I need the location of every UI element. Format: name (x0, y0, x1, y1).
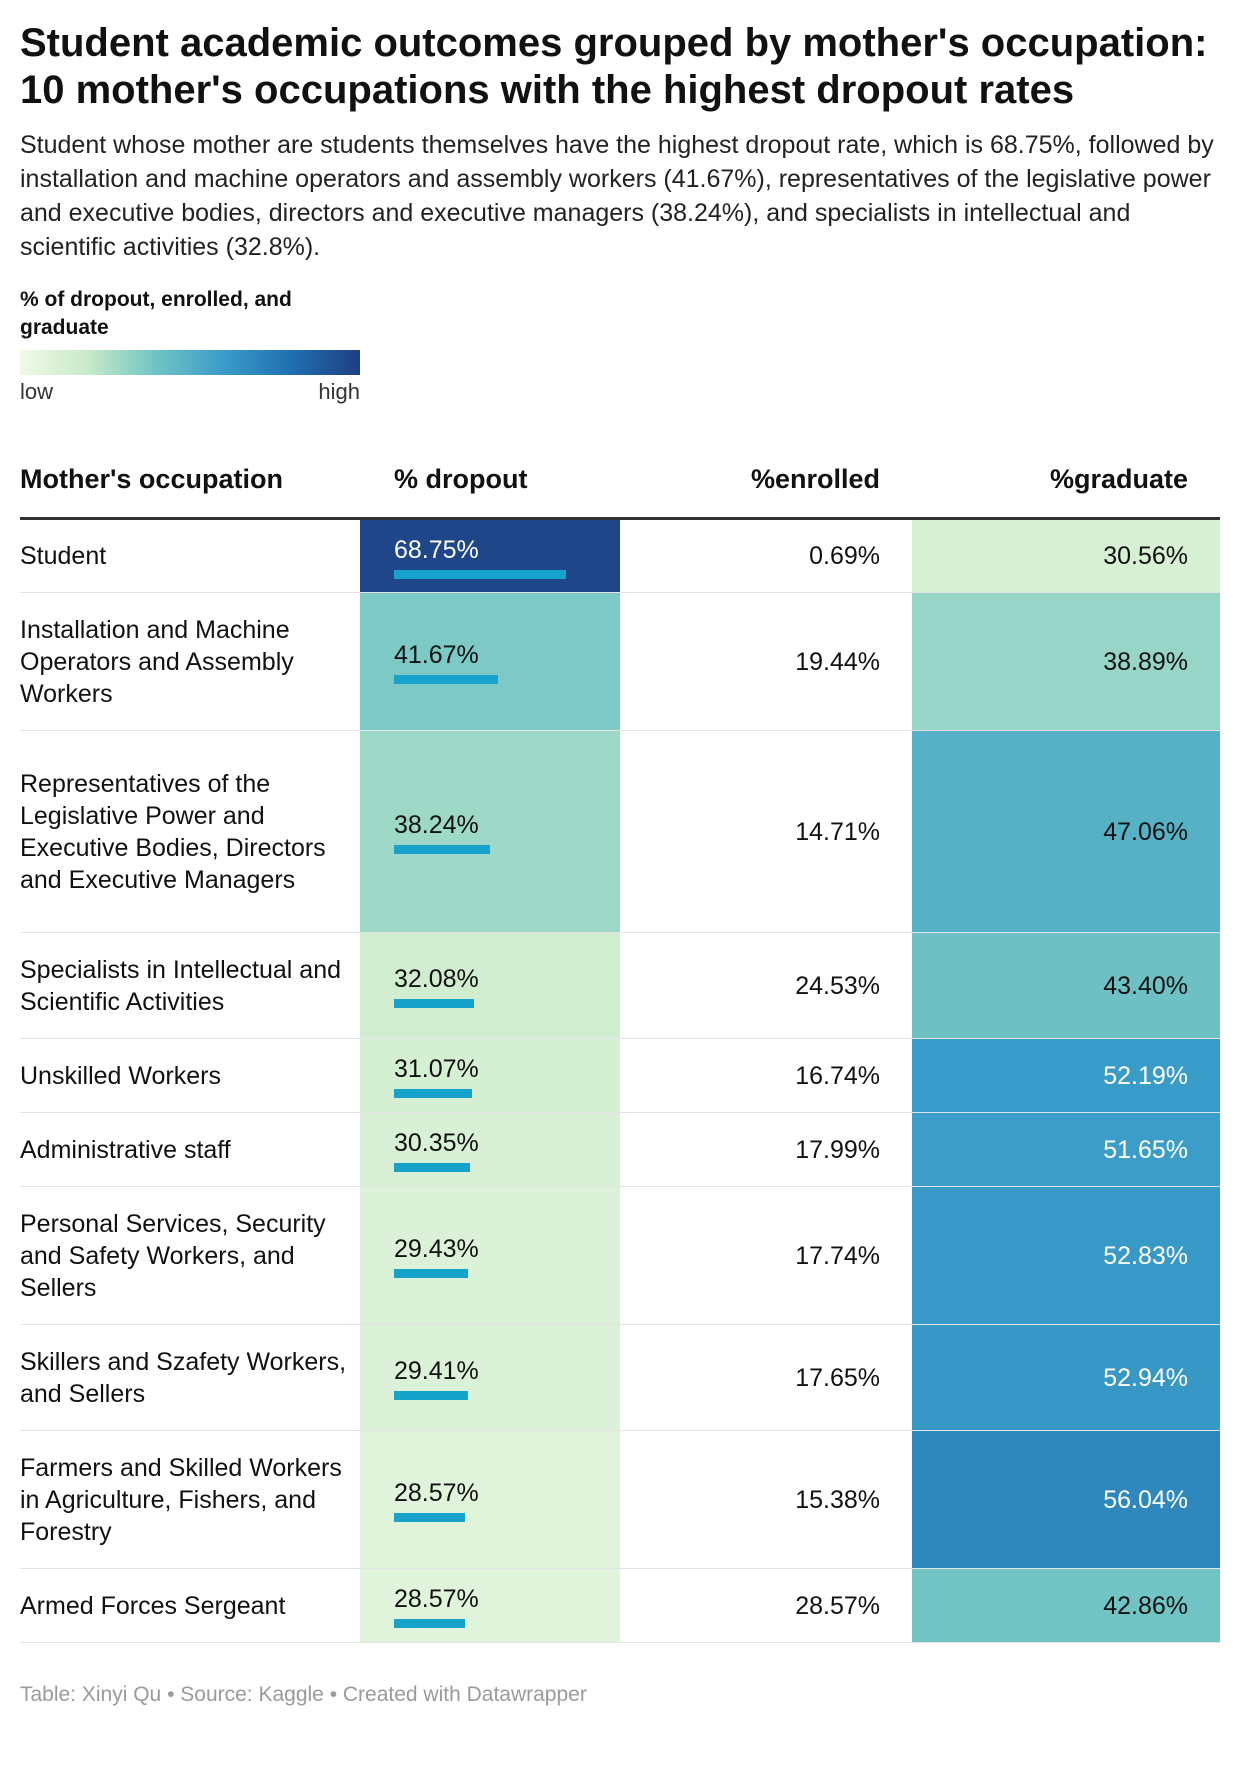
dropout-bar (394, 1513, 465, 1522)
enrolled-cell: 19.44% (620, 592, 912, 731)
graduate-cell: 52.19% (912, 1038, 1220, 1113)
enrolled-cell: 17.99% (620, 1112, 912, 1187)
dropout-label: 41.67% (394, 641, 479, 669)
graduate-cell: 56.04% (912, 1430, 1220, 1569)
enrolled-cell: 17.65% (620, 1324, 912, 1431)
legend-high-label: high (318, 379, 360, 404)
dropout-cell: 29.43% (360, 1186, 620, 1325)
occupation-cell: Representatives of the Legislative Power… (20, 730, 360, 933)
dropout-label: 68.75% (394, 535, 479, 564)
graduate-cell: 51.65% (912, 1112, 1220, 1187)
header-graduate[interactable]: %graduate (912, 441, 1220, 520)
dropout-cell: 41.67% (360, 592, 620, 731)
table-row: Personal Services, Security and Safety W… (20, 1186, 1220, 1325)
occupation-cell: Skillers and Szafety Workers, and Seller… (20, 1324, 360, 1431)
graduate-cell: 42.86% (912, 1568, 1220, 1643)
graduate-cell: 52.83% (912, 1186, 1220, 1325)
dropout-label: 30.35% (394, 1129, 479, 1157)
dropout-cell: 28.57% (360, 1568, 620, 1643)
graduate-cell: 52.94% (912, 1324, 1220, 1431)
dropout-cell: 28.57% (360, 1430, 620, 1569)
dropout-bar (394, 569, 566, 579)
dropout-label: 28.57% (394, 1479, 479, 1507)
legend-gradient (20, 350, 360, 375)
enrolled-cell: 0.69% (620, 518, 912, 593)
header-occupation[interactable]: Mother's occupation (20, 441, 360, 520)
occupation-cell: Farmers and Skilled Workers in Agricultu… (20, 1430, 360, 1569)
dropout-label: 29.43% (394, 1235, 479, 1263)
dropout-label: 29.41% (394, 1357, 479, 1385)
legend-labels: low high (20, 379, 360, 405)
enrolled-cell: 24.53% (620, 932, 912, 1039)
graduate-cell: 38.89% (912, 592, 1220, 731)
header-enrolled[interactable]: %enrolled (620, 441, 912, 520)
graduate-cell: 47.06% (912, 730, 1220, 933)
legend-title: % of dropout, enrolled, and graduate (20, 288, 292, 339)
dropout-bar (394, 675, 498, 684)
occupation-cell: Specialists in Intellectual and Scientif… (20, 932, 360, 1039)
dropout-cell: 31.07% (360, 1038, 620, 1113)
dropout-cell: 29.41% (360, 1324, 620, 1431)
occupation-cell: Unskilled Workers (20, 1038, 360, 1113)
occupation-cell: Student (20, 518, 360, 593)
enrolled-cell: 14.71% (620, 730, 912, 933)
table-row: Representatives of the Legislative Power… (20, 730, 1220, 933)
enrolled-cell: 17.74% (620, 1186, 912, 1325)
dropout-label: 28.57% (394, 1585, 479, 1613)
dropout-bar (394, 845, 490, 854)
header-dropout[interactable]: % dropout (360, 441, 620, 520)
dropout-bar (394, 1619, 465, 1628)
table-row: Student 68.75% 0.69% 30.56% (20, 518, 1220, 593)
data-table: Mother's occupation % dropout %enrolled … (20, 441, 1220, 1643)
chart-title: Student academic outcomes grouped by mot… (20, 21, 1208, 112)
enrolled-cell: 16.74% (620, 1038, 912, 1113)
dropout-bar (394, 1163, 470, 1172)
table-row: Skillers and Szafety Workers, and Seller… (20, 1324, 1220, 1431)
chart-container: Student academic outcomes grouped by mot… (20, 21, 1220, 1706)
dropout-bar (394, 1391, 468, 1400)
table-row: Specialists in Intellectual and Scientif… (20, 932, 1220, 1039)
occupation-cell: Installation and Machine Operators and A… (20, 592, 360, 731)
legend-low-label: low (20, 379, 54, 404)
dropout-bar (394, 1269, 468, 1278)
table-header-row: Mother's occupation % dropout %enrolled … (20, 441, 1220, 520)
dropout-bar (394, 1089, 472, 1098)
dropout-cell: 30.35% (360, 1112, 620, 1187)
dropout-cell: 68.75% (360, 518, 620, 593)
occupation-cell: Armed Forces Sergeant (20, 1568, 360, 1643)
dropout-bar (394, 999, 474, 1008)
enrolled-cell: 28.57% (620, 1568, 912, 1643)
table-row: Unskilled Workers 31.07% 16.74% 52.19% (20, 1038, 1220, 1113)
dropout-cell: 32.08% (360, 932, 620, 1039)
occupation-cell: Administrative staff (20, 1112, 360, 1187)
table-row: Installation and Machine Operators and A… (20, 592, 1220, 731)
dropout-label: 31.07% (394, 1055, 479, 1083)
enrolled-cell: 15.38% (620, 1430, 912, 1569)
table-row: Armed Forces Sergeant 28.57% 28.57% 42.86% (20, 1568, 1220, 1643)
chart-footer: Table: Xinyi Qu • Source: Kaggle • Creat… (20, 1683, 587, 1706)
color-legend: % of dropout, enrolled, and graduate low… (20, 286, 360, 405)
chart-description: Student whose mother are students themse… (20, 131, 1214, 261)
occupation-cell: Personal Services, Security and Safety W… (20, 1186, 360, 1325)
dropout-label: 32.08% (394, 965, 479, 993)
table-row: Farmers and Skilled Workers in Agricultu… (20, 1430, 1220, 1569)
dropout-cell: 38.24% (360, 730, 620, 933)
table-body: Student 68.75% 0.69% 30.56% Installation and… (20, 518, 1220, 1643)
graduate-cell: 43.40% (912, 932, 1220, 1039)
table-row: Administrative staff 30.35% 17.99% 51.65% (20, 1112, 1220, 1187)
graduate-cell: 30.56% (912, 518, 1220, 593)
dropout-label: 38.24% (394, 811, 479, 839)
